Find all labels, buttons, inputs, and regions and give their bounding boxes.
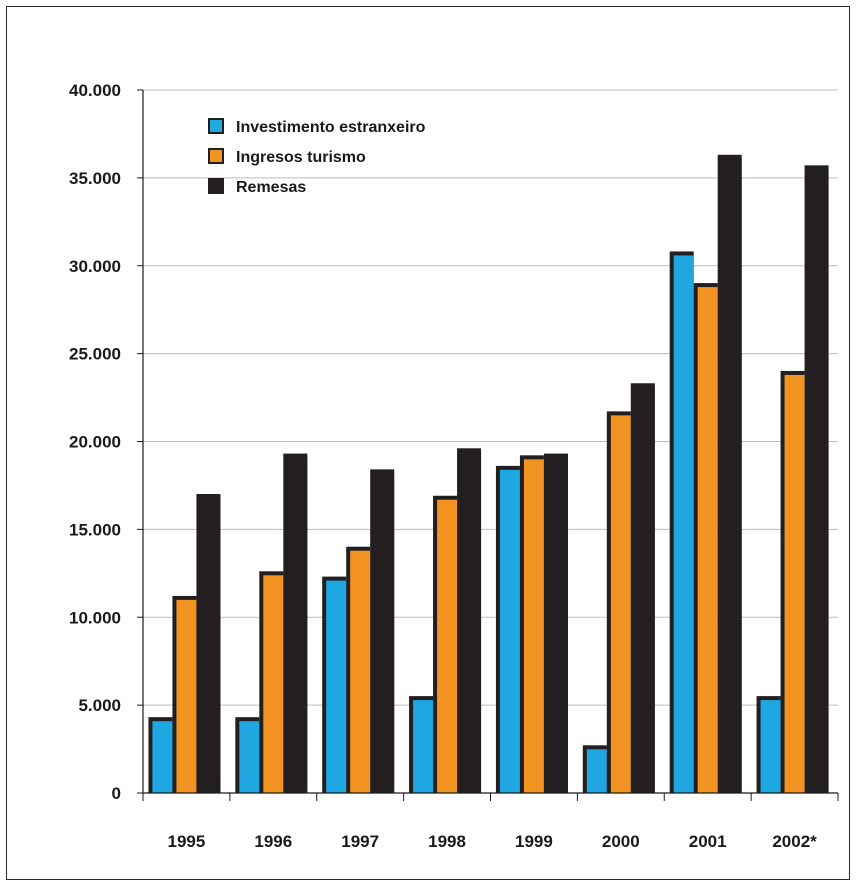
bar-ingresos-turismo-1998	[433, 495, 458, 793]
legend-label: Investimento estranxeiro	[236, 119, 426, 136]
bar-ingresos-turismo-2001	[693, 283, 718, 793]
y-tick-label: 20.000	[69, 433, 121, 452]
x-tick-label: 1997	[341, 832, 379, 851]
bar-investimento-estranxeiro-2000	[582, 745, 607, 793]
legend-item: Ingresos turismo	[208, 148, 366, 166]
bar-remesas-1996	[283, 453, 308, 793]
x-tick-label: 2002*	[772, 832, 817, 851]
bar-remesas-1999	[543, 453, 568, 793]
bars-group	[148, 154, 829, 793]
bar-ingresos-turismo-1996	[259, 571, 284, 793]
bar-investimento-estranxeiro-2001	[669, 251, 694, 793]
bar-investimento-estranxeiro-1999	[495, 465, 520, 793]
bar-ingresos-turismo-2002	[780, 370, 805, 793]
x-tick-label: 2000	[602, 832, 640, 851]
x-tick-label: 1996	[254, 832, 292, 851]
bar-remesas-1997	[370, 469, 395, 793]
x-tick-label: 1998	[428, 832, 466, 851]
y-tick-label: 40.000	[69, 81, 121, 100]
bar-investimento-estranxeiro-1995	[148, 717, 173, 793]
y-tick-label: 5.000	[78, 696, 121, 715]
bar-ingresos-turismo-2000	[606, 411, 631, 793]
legend: Investimento estranxeiro Ingresos turismo…	[208, 118, 426, 196]
legend-item: Investimento estranxeiro	[208, 118, 426, 136]
bar-investimento-estranxeiro-1998	[409, 696, 434, 793]
legend-label: Remesas	[236, 179, 306, 196]
bar-remesas-1995	[196, 493, 221, 793]
x-tick-label: 1999	[515, 832, 553, 851]
bar-investimento-estranxeiro-1996	[235, 717, 260, 793]
bar-remesas-2000	[630, 383, 655, 793]
y-tick-label: 0	[112, 784, 121, 803]
bar-investimento-estranxeiro-2002	[756, 696, 781, 793]
y-tick-label: 10.000	[69, 608, 121, 627]
x-tick-label: 2001	[689, 832, 727, 851]
axes	[137, 89, 839, 801]
bar-investimento-estranxeiro-1997	[322, 576, 347, 793]
legend-label: Ingresos turismo	[236, 149, 366, 166]
bar-remesas-2002	[804, 165, 829, 793]
y-tick-labels: 0 5.000 10.000 15.000 20.000 25.000 30.000 35.0…	[69, 81, 121, 803]
bar-remesas-1998	[457, 448, 482, 793]
bar-remesas-2001	[717, 154, 742, 793]
y-tick-label: 35.000	[69, 169, 121, 188]
legend-item: Remesas	[208, 178, 306, 196]
y-tick-label: 25.000	[69, 345, 121, 364]
bar-ingresos-turismo-1999	[519, 455, 544, 793]
y-tick-label: 15.000	[69, 520, 121, 539]
bar-ingresos-turismo-1997	[346, 546, 371, 793]
y-tick-label: 30.000	[69, 257, 121, 276]
x-tick-labels: 1995 1996 1997 1998 1999 2000 2001 2002*	[168, 832, 818, 851]
x-tick-label: 1995	[168, 832, 206, 851]
bar-ingresos-turismo-1995	[172, 595, 197, 793]
